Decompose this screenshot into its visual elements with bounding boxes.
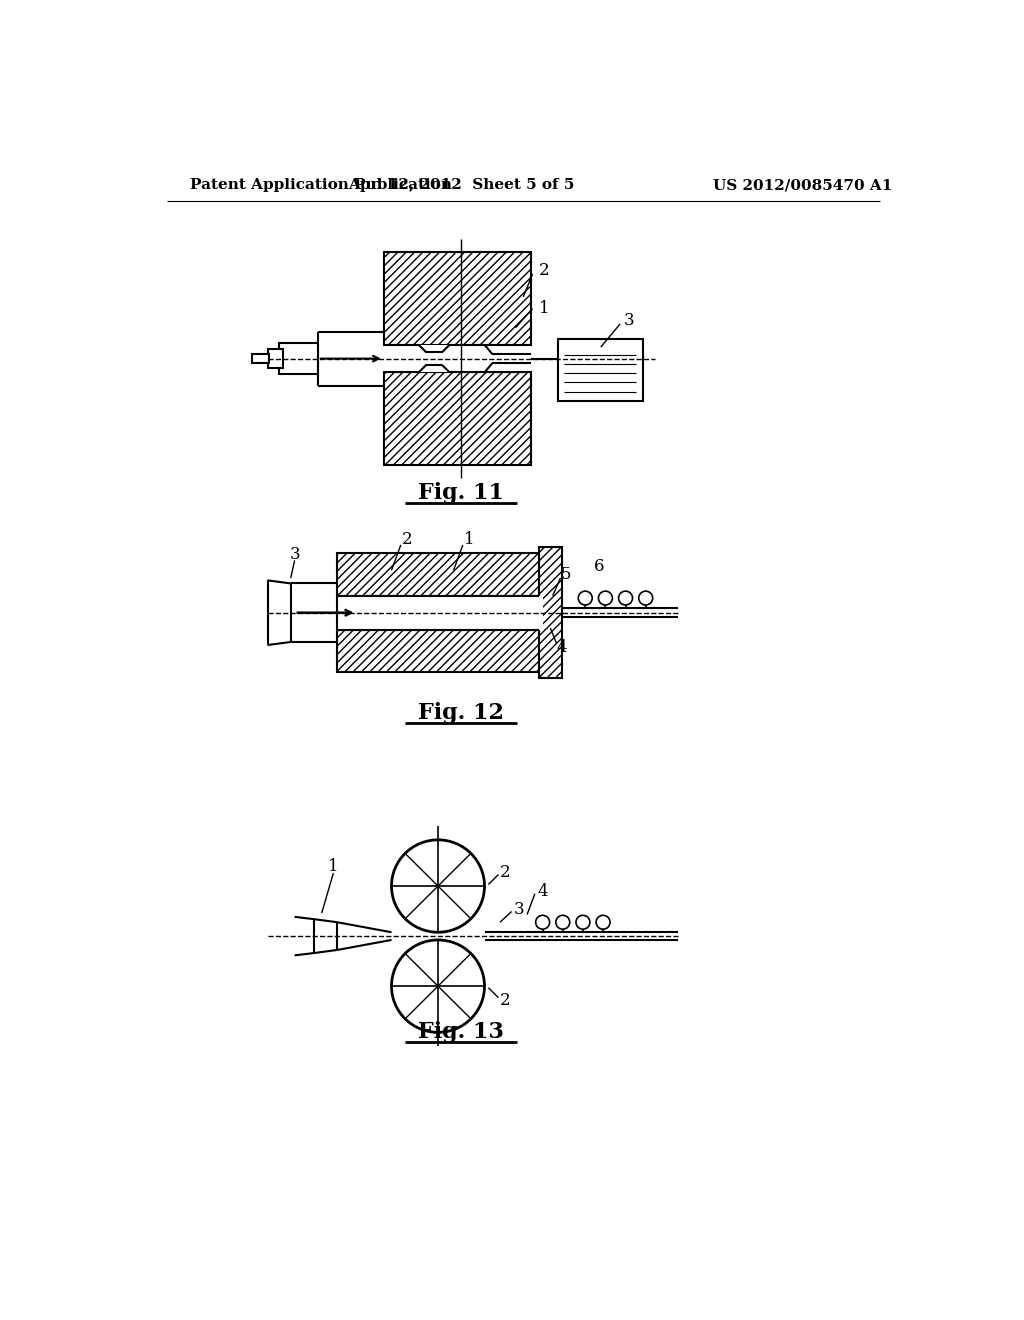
Circle shape	[596, 915, 610, 929]
Circle shape	[598, 591, 612, 605]
Text: Apr. 12, 2012  Sheet 5 of 5: Apr. 12, 2012 Sheet 5 of 5	[348, 178, 574, 193]
Bar	[280, 343, 317, 374]
Bar	[337, 595, 543, 630]
Text: 2: 2	[500, 991, 511, 1008]
Text: 3: 3	[624, 312, 635, 329]
Text: 1: 1	[464, 531, 474, 548]
Circle shape	[556, 915, 569, 929]
Bar	[252, 354, 269, 363]
Circle shape	[618, 591, 633, 605]
Circle shape	[639, 591, 652, 605]
Text: 3: 3	[514, 900, 524, 917]
Text: US 2012/0085470 A1: US 2012/0085470 A1	[713, 178, 892, 193]
Bar	[384, 345, 531, 372]
Bar	[267, 350, 283, 368]
Text: 2: 2	[539, 261, 549, 279]
Text: 1: 1	[539, 300, 549, 317]
Bar	[539, 548, 562, 678]
Circle shape	[579, 591, 592, 605]
Bar	[337, 553, 543, 595]
Text: 6: 6	[594, 558, 604, 576]
Text: Fig. 13: Fig. 13	[419, 1022, 504, 1043]
Bar	[484, 354, 531, 363]
Bar	[384, 252, 531, 345]
Text: 4: 4	[538, 883, 548, 900]
Text: 3: 3	[290, 546, 300, 564]
Circle shape	[391, 840, 484, 932]
Bar	[337, 630, 543, 672]
Circle shape	[575, 915, 590, 929]
Circle shape	[536, 915, 550, 929]
Bar	[384, 372, 531, 465]
Text: 4: 4	[557, 639, 567, 656]
Text: Fig. 12: Fig. 12	[418, 702, 504, 723]
Text: 5: 5	[560, 566, 571, 582]
Text: Patent Application Publication: Patent Application Publication	[190, 178, 452, 193]
Text: Fig. 11: Fig. 11	[418, 482, 504, 504]
Text: 1: 1	[328, 858, 339, 875]
Text: 2: 2	[401, 531, 413, 548]
Bar	[558, 339, 643, 401]
Text: 2: 2	[500, 863, 511, 880]
Circle shape	[391, 940, 484, 1032]
